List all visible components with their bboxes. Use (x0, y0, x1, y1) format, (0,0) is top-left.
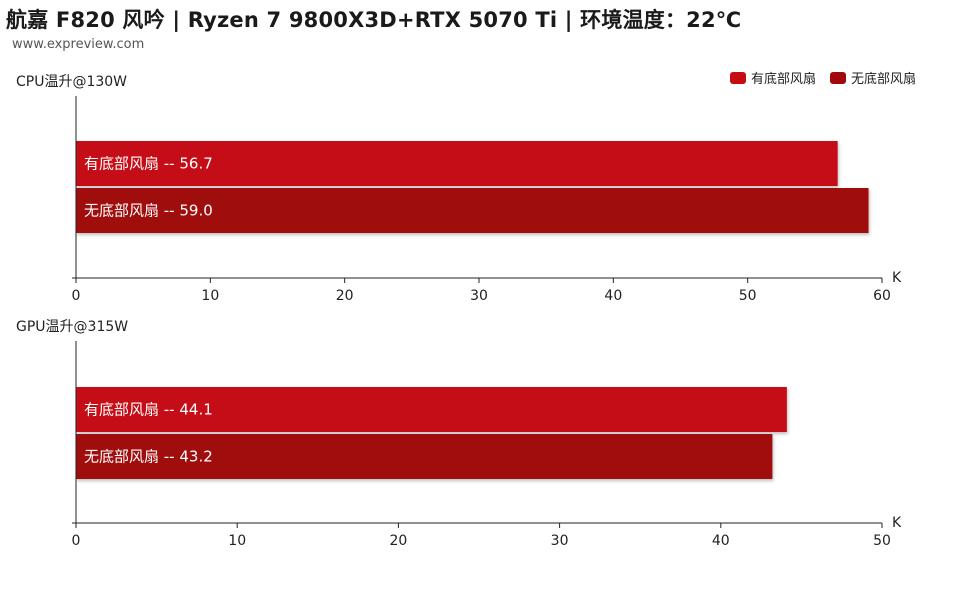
x-tick-label: 30 (470, 288, 488, 304)
panel-title: GPU温升@315W (16, 319, 128, 335)
legend-label: 无底部风扇 (850, 72, 916, 87)
x-tick-label: 10 (228, 533, 246, 549)
x-tick-label: 10 (201, 288, 219, 304)
legend: 有底部风扇 无底部风扇 (729, 68, 916, 87)
bar (76, 188, 869, 233)
x-tick-label: 0 (72, 533, 81, 549)
chart-title: 航嘉 F820 风吟 | Ryzen 7 9800X3D+RTX 5070 Ti… (6, 8, 742, 32)
bar (76, 387, 787, 432)
bar-data-label: 有底部风扇 -- 44.1 (84, 401, 213, 419)
bar-data-label: 有底部风扇 -- 56.7 (84, 155, 213, 173)
x-tick-label: 50 (873, 533, 891, 549)
legend-label: 有底部风扇 (750, 72, 816, 87)
bar (76, 434, 773, 479)
x-axis-unit: K (892, 515, 902, 531)
x-tick-label: 40 (712, 533, 730, 549)
x-tick-label: 40 (604, 288, 622, 304)
x-axis-unit: K (892, 270, 902, 286)
bar (76, 141, 838, 186)
legend-item-without-bottom-fan[interactable]: 无底部风扇 (829, 68, 916, 87)
bar-data-label: 无底部风扇 -- 59.0 (84, 202, 213, 220)
bar-data-label: 无底部风扇 -- 43.2 (84, 448, 213, 466)
legend-swatch-without-bottom-fan (829, 71, 846, 84)
x-tick-label: 50 (739, 288, 757, 304)
x-tick-label: 30 (551, 533, 569, 549)
source-watermark: www.expreview.com (12, 37, 145, 52)
panel-title: CPU温升@130W (16, 74, 127, 90)
legend-item-with-bottom-fan[interactable]: 有底部风扇 (729, 68, 816, 87)
x-tick-label: 20 (336, 288, 354, 304)
x-tick-label: 60 (873, 288, 891, 304)
x-tick-label: 0 (72, 288, 81, 304)
x-tick-label: 20 (389, 533, 407, 549)
legend-swatch-with-bottom-fan (729, 71, 746, 84)
